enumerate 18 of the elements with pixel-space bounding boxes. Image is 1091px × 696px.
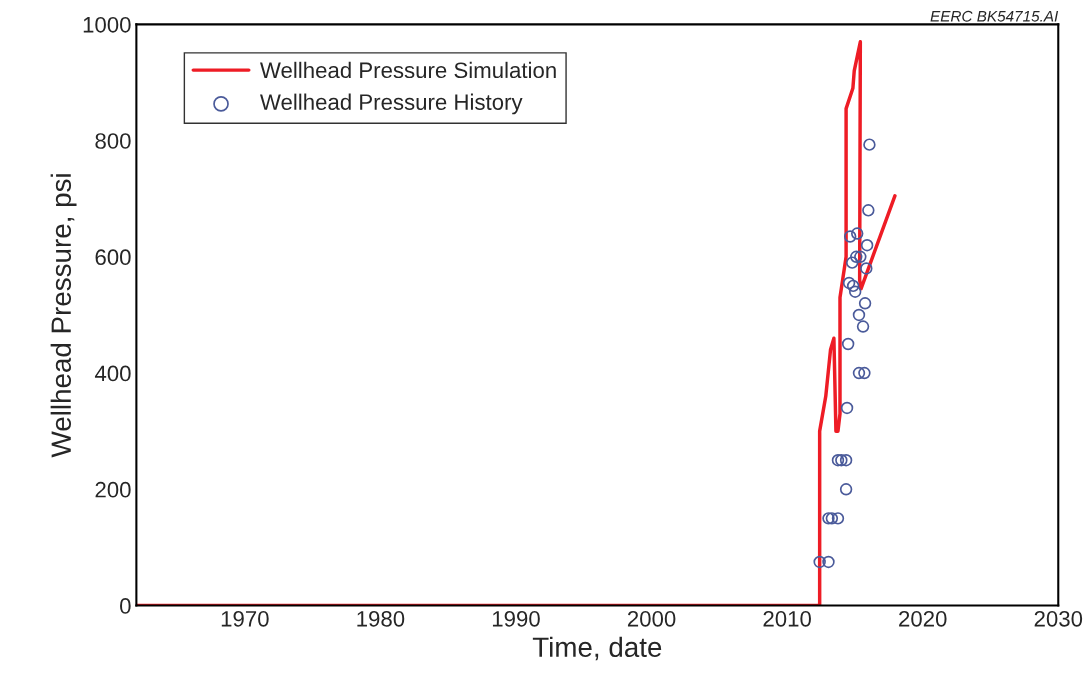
x-tick-label: 2030 <box>1034 610 1083 627</box>
y-axis-title: Wellhead Pressure, psi <box>50 174 77 458</box>
y-tick-label: 400 <box>94 365 131 382</box>
x-tick-label: 1990 <box>492 610 540 627</box>
x-tick-label: 1980 <box>357 610 405 627</box>
y-tick-label: 0 <box>120 598 131 614</box>
x-axis-title: Time, date <box>532 636 662 661</box>
x-tick-label: 2020 <box>899 610 947 627</box>
y-tick-label: 800 <box>95 133 131 149</box>
y-tick-label: 200 <box>95 481 131 498</box>
legend-label: Wellhead Pressure Simulation <box>260 61 556 79</box>
x-tick-label: 2000 <box>627 610 676 627</box>
y-tick-label: 600 <box>95 249 131 266</box>
text: EERC BK54715.AI <box>930 10 1059 22</box>
y-tick-label: 1000 <box>83 16 131 33</box>
legend-label: Wellhead Pressure History <box>260 93 523 115</box>
x-tick-label: 1970 <box>221 610 269 627</box>
x-tick-label: 2010 <box>763 610 811 627</box>
